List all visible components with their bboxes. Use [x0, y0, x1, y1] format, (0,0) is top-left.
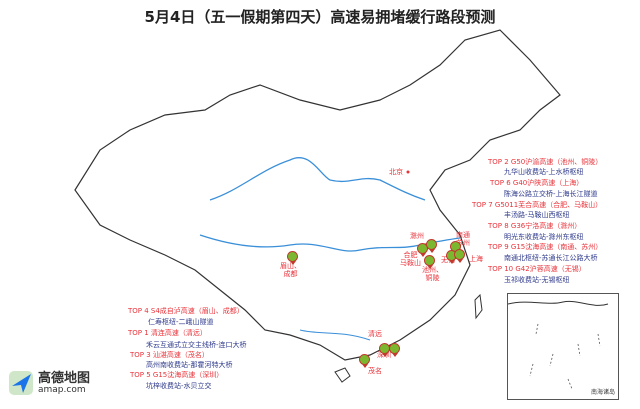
yellow-river [209, 157, 426, 201]
logo-name: 高德地图 [38, 370, 91, 386]
route-title: TOP 1 清连高速（清远） [128, 329, 207, 337]
city-nantong-suzhou: 南通 苏州 [456, 231, 470, 247]
route-title: TOP 3 汕湛高速（茂名） [130, 351, 209, 359]
route-segment: 玉祁收费站-无锡枢纽 [504, 276, 570, 284]
route-segment: 坑梓收费站-水贝立交 [146, 382, 212, 390]
city-meishan-chengdu: 眉山、 成都 [280, 262, 301, 278]
route-segment: 高州南收费站-那霍河特大桥 [146, 361, 233, 369]
amap-arrow-icon [9, 371, 33, 395]
route-segment: 仁寿枢纽-二峨山隧道 [148, 318, 214, 326]
city-chizhou-tongling: 池州、 铜陵 [422, 266, 443, 282]
beijing-star [406, 170, 410, 174]
city-qingyuan: 清远 [368, 330, 382, 338]
taiwan-island [474, 293, 483, 320]
route-title: TOP 9 G15沈海高速（南通、苏州） [488, 243, 603, 251]
route-segment: 陈海公路立交桥-上海长江隧道 [504, 190, 598, 198]
inset-map [507, 300, 609, 390]
south-china-sea-inset: 南海诸岛 [507, 293, 619, 400]
route-segment: 九华山收费站-上水桥枢纽 [504, 168, 584, 176]
page-title: 5月4日（五一假期第四天）高速易拥堵缓行路段预测 [144, 8, 496, 26]
marker-chengdu[interactable] [287, 251, 298, 265]
marker-suzhou[interactable] [454, 249, 465, 263]
route-segment: 禾云互通式立交主线桥-连口大桥 [146, 341, 247, 349]
pearl-river [299, 329, 371, 341]
china-outline [74, 29, 561, 361]
route-title: TOP 5 G15沈海高速（深圳） [130, 371, 224, 379]
marker-hefei[interactable] [426, 239, 437, 253]
route-segment: 南通北枢纽-苏通长江公路大桥 [504, 254, 598, 262]
marker-maoming[interactable] [359, 354, 370, 368]
route-title: TOP 2 G50沪渝高速（池州、铜陵） [488, 158, 603, 166]
marker-chizhou[interactable] [424, 255, 435, 269]
marker-shenzhen[interactable] [389, 343, 400, 357]
inset-label: 南海诸岛 [590, 389, 615, 396]
city-hefei-maanshan: 合肥 马鞍山 [400, 251, 421, 267]
route-segment: 丰汤路-马鞍山西枢纽 [504, 211, 570, 219]
city-shanghai: 上海 [469, 255, 483, 263]
route-title: TOP 4 S4成自泸高速（眉山、成都） [128, 307, 244, 315]
route-title: TOP 10 G42沪蓉高速（无锡） [488, 265, 586, 273]
route-title: TOP 7 G5011芜合高速（合肥、马鞍山） [472, 201, 603, 209]
city-maoming: 茂名 [368, 367, 382, 375]
city-beijing: 北京 [389, 168, 403, 176]
route-title: TOP 8 G36宁洛高速（滁州） [488, 222, 582, 230]
logo-url: amap.com [38, 384, 86, 395]
city-chuzhou: 滁州 [410, 232, 424, 240]
route-title: TOP 6 G40沪陕高速（上海） [490, 179, 584, 187]
hainan-island [334, 367, 351, 383]
route-segment: 明光东收费站-滁州东枢纽 [504, 233, 584, 241]
amap-logo: 高德地图 amap.com [8, 370, 90, 396]
